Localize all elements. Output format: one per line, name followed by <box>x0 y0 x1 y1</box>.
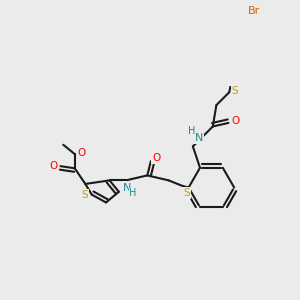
Text: Br: Br <box>248 6 260 16</box>
Text: N: N <box>123 182 132 193</box>
Text: O: O <box>152 153 161 163</box>
Text: H: H <box>129 188 137 198</box>
Text: O: O <box>78 148 86 158</box>
Text: S: S <box>232 86 238 96</box>
Text: S: S <box>183 188 190 198</box>
Text: S: S <box>81 190 88 200</box>
Text: O: O <box>232 116 240 127</box>
Text: N: N <box>194 133 203 143</box>
Text: O: O <box>49 161 58 171</box>
Text: H: H <box>188 126 195 136</box>
